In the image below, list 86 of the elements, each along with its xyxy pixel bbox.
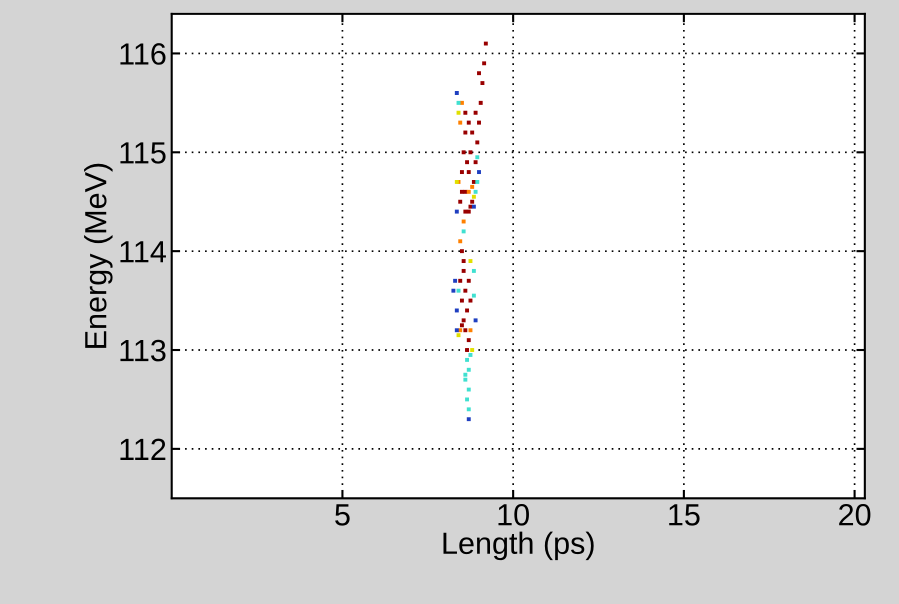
- point: [462, 259, 466, 264]
- point: [460, 100, 464, 105]
- point: [470, 200, 474, 204]
- point: [468, 204, 472, 209]
- y-tick-label: 112: [120, 438, 166, 460]
- point: [456, 288, 460, 293]
- point: [463, 110, 468, 115]
- point: [468, 352, 472, 357]
- x-tick-label: 15: [669, 504, 700, 526]
- point: [477, 170, 481, 174]
- point: [463, 288, 468, 293]
- point: [472, 204, 476, 209]
- point: [463, 210, 468, 214]
- point: [466, 388, 471, 392]
- point: [462, 220, 466, 224]
- x-axis-title: Length (ps): [444, 532, 594, 560]
- point: [460, 249, 464, 254]
- point: [451, 288, 456, 293]
- point: [466, 120, 471, 125]
- point: [466, 190, 471, 194]
- point: [454, 328, 459, 332]
- point: [463, 190, 468, 194]
- point: [472, 180, 476, 184]
- x-tick-label: 5: [335, 504, 350, 526]
- point: [453, 278, 458, 283]
- point: [456, 333, 460, 338]
- y-tick-label: 113: [120, 340, 166, 362]
- point: [468, 150, 472, 154]
- point: [482, 61, 486, 66]
- point: [465, 308, 470, 312]
- point: [462, 268, 466, 273]
- point: [462, 318, 466, 322]
- point: [454, 91, 459, 95]
- point: [466, 170, 471, 174]
- point: [474, 190, 478, 194]
- point: [460, 190, 464, 194]
- point: [472, 294, 476, 298]
- point: [474, 160, 478, 164]
- point: [475, 180, 480, 184]
- point: [463, 372, 468, 377]
- point: [456, 110, 460, 115]
- point: [477, 120, 481, 125]
- point: [458, 120, 462, 125]
- point: [463, 378, 468, 382]
- point: [465, 397, 470, 402]
- point: [484, 42, 488, 46]
- point: [472, 194, 476, 199]
- point: [478, 100, 483, 105]
- point: [466, 278, 471, 283]
- point: [466, 417, 471, 422]
- point: [454, 308, 459, 312]
- point: [456, 100, 460, 105]
- point: [470, 130, 474, 134]
- point: [466, 210, 471, 214]
- point: [465, 348, 470, 352]
- point: [463, 328, 468, 332]
- point: [480, 81, 484, 86]
- point: [474, 318, 478, 322]
- y-tick-label: 115: [120, 142, 166, 164]
- point: [477, 71, 481, 76]
- point: [462, 150, 466, 154]
- point: [472, 268, 476, 273]
- point: [460, 323, 464, 328]
- point: [468, 328, 472, 332]
- x-tick-label: 10: [498, 504, 529, 526]
- point: [466, 407, 471, 412]
- point: [462, 229, 466, 234]
- point: [460, 170, 464, 174]
- point: [470, 184, 474, 189]
- point: [470, 348, 474, 352]
- point: [465, 358, 470, 362]
- point: [463, 130, 468, 134]
- y-tick-label: 114: [120, 241, 166, 262]
- point: [468, 259, 472, 264]
- point: [460, 298, 464, 303]
- point: [474, 110, 478, 115]
- x-tick-label: 20: [839, 504, 870, 526]
- y-tick-label: 116: [120, 43, 166, 65]
- point: [454, 210, 459, 214]
- point: [475, 155, 480, 160]
- point: [475, 140, 480, 144]
- point: [466, 338, 471, 342]
- y-axis-title: Energy (MeV): [84, 164, 113, 348]
- point: [468, 298, 472, 303]
- point: [465, 160, 470, 164]
- point: [458, 278, 462, 283]
